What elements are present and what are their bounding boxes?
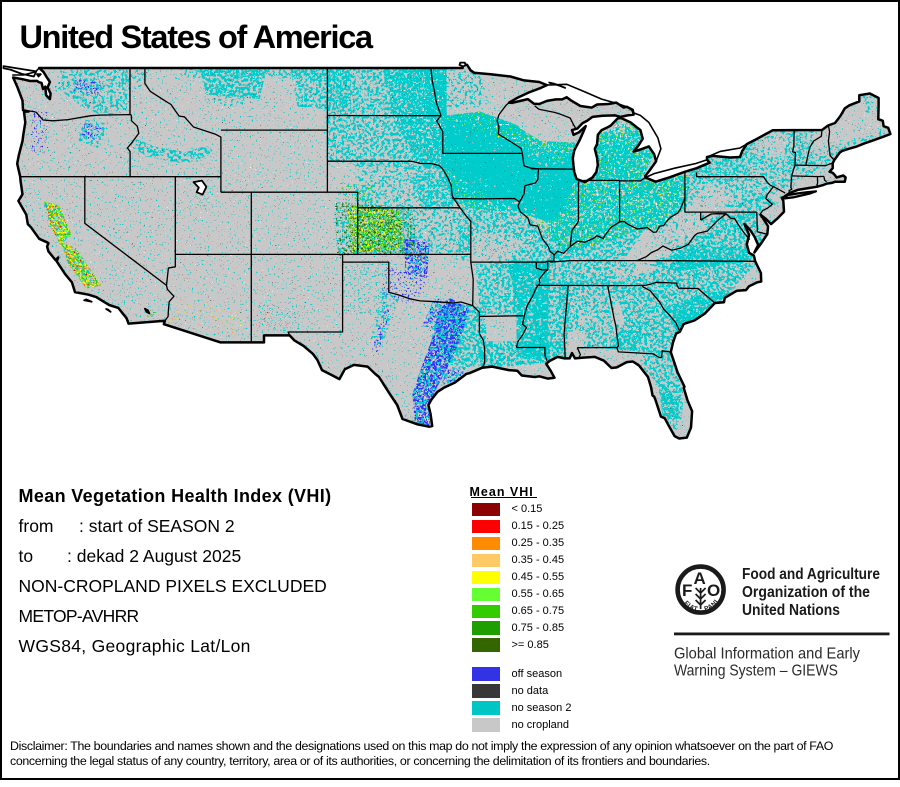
svg-text:A: A: [694, 569, 706, 588]
svg-text:Organization of the: Organization of the: [742, 584, 870, 601]
svg-text:Warning System – GIEWS: Warning System – GIEWS: [674, 663, 838, 680]
svg-text:United Nations: United Nations: [742, 602, 840, 619]
svg-text:Food and Agriculture: Food and Agriculture: [742, 566, 880, 583]
svg-text:F: F: [682, 581, 692, 600]
svg-text:O: O: [707, 581, 720, 600]
svg-text:Global Information and Early: Global Information and Early: [674, 646, 860, 663]
